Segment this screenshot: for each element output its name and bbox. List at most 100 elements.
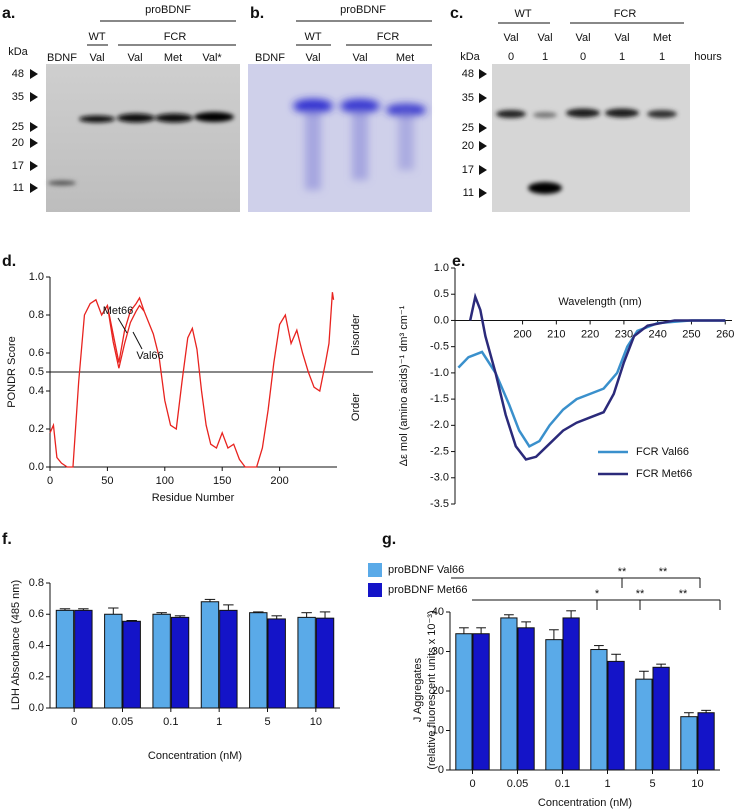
bar [74, 609, 93, 709]
y-tick-label: -1.5 [430, 393, 449, 405]
x-tick-label: 10 [691, 778, 703, 790]
band [117, 113, 155, 123]
group-label: WT [514, 8, 531, 20]
marker-arrow [479, 93, 487, 103]
x-tick-label: 5 [649, 778, 655, 790]
y-axis-label: PONDR Score [6, 336, 18, 408]
lane-label: Met [164, 52, 182, 64]
x-tick-label: 1 [216, 716, 222, 728]
bar [200, 601, 220, 709]
y-tick-label: -3.0 [430, 472, 449, 484]
band [79, 115, 115, 123]
lane-label: Val [127, 52, 142, 64]
marker-label: 25 [12, 121, 24, 133]
marker-label: 25 [462, 122, 474, 134]
annotation: ** [659, 566, 668, 578]
x-tick-label: 220 [581, 328, 599, 340]
group-label: WT [88, 31, 105, 43]
gel-image [492, 64, 690, 212]
panel-label: c. [450, 5, 463, 22]
lane-label: Val* [202, 52, 222, 64]
x-tick-label: 230 [615, 328, 633, 340]
hours-label: 1 [659, 51, 665, 63]
panel-label: e. [452, 253, 465, 270]
lane-label: Val [575, 32, 590, 44]
lane-label: Val [503, 32, 518, 44]
band [528, 182, 562, 194]
marker-arrow [30, 183, 38, 193]
data-line [106, 304, 145, 369]
group-label: FCR [377, 31, 400, 43]
x-axis-label: Concentration (nM) [148, 750, 242, 762]
panel-label: d. [2, 253, 16, 270]
bar [455, 633, 473, 771]
y-axis-label: J Aggregates [412, 657, 424, 722]
marker-label: 17 [12, 160, 24, 172]
gel-bands [48, 108, 677, 194]
panel-label: f. [2, 531, 12, 548]
marker-arrow [479, 141, 487, 151]
marker-label: 35 [12, 91, 24, 103]
y-tick-label: 0.2 [29, 671, 44, 683]
gel-header: proBDNF [340, 4, 386, 16]
x-tick-label: 0 [71, 716, 77, 728]
group-label: WT [304, 31, 321, 43]
bar [249, 612, 268, 709]
data-line [49, 292, 335, 468]
marker-arrow [479, 188, 487, 198]
hours-label: 1 [542, 51, 548, 63]
bar [697, 712, 715, 771]
y-tick-label: 0.5 [434, 288, 449, 300]
marker-arrow [479, 69, 487, 79]
bar [652, 666, 670, 771]
lane-label: BDNF [47, 52, 77, 64]
x-tick-label: 5 [264, 716, 270, 728]
y-tick-label: 0.8 [29, 309, 44, 321]
lane-label: Val [614, 32, 629, 44]
annotation: * [595, 588, 600, 600]
bar [297, 616, 316, 709]
y-tick-label: 0.2 [29, 423, 44, 435]
lane-label: Val [352, 52, 367, 64]
marker-label: 48 [12, 68, 24, 80]
marker-arrow [479, 123, 487, 133]
bar [545, 639, 563, 771]
kda-label: kDa [460, 51, 480, 63]
x-tick-label: 0 [469, 778, 475, 790]
marker-label: 17 [462, 164, 474, 176]
y-tick-label: -2.0 [430, 419, 449, 431]
group-label: FCR [164, 31, 187, 43]
gel-header: proBDNF [145, 4, 191, 16]
gel-smears [293, 99, 426, 190]
annotation: ** [618, 566, 627, 578]
annotation: Order [350, 393, 362, 421]
y-axis-label: Δε mol (amino acids)⁻¹ dm³ cm⁻¹ [398, 305, 410, 466]
lane-label: Met [653, 32, 671, 44]
annotation: Val66 [136, 350, 163, 362]
annotation: ** [679, 588, 688, 600]
x-tick-label: 0.05 [507, 778, 528, 790]
annotation: Disorder [350, 314, 362, 356]
bar [122, 620, 141, 709]
marker-arrow [30, 122, 38, 132]
y-tick-label: 0.4 [29, 385, 44, 397]
group-label: FCR [614, 8, 637, 20]
y-tick-label: 10 [432, 724, 444, 736]
y-tick-label: 40 [432, 606, 444, 618]
lane-label: BDNF [255, 52, 285, 64]
y-tick-label: -0.5 [430, 341, 449, 353]
legend-swatch [368, 583, 382, 597]
bar [590, 649, 608, 771]
marker-label: 11 [463, 187, 474, 199]
hours-label: 0 [508, 51, 514, 63]
marker-label: 20 [462, 140, 474, 152]
annotation: ** [636, 588, 645, 600]
y-tick-label: 0 [438, 764, 444, 776]
x-tick-label: 0.05 [112, 716, 133, 728]
x-tick-label: 1 [604, 778, 610, 790]
bar [170, 616, 190, 709]
annotation: Met66 [103, 305, 134, 317]
band [155, 113, 193, 123]
bar [152, 613, 171, 709]
